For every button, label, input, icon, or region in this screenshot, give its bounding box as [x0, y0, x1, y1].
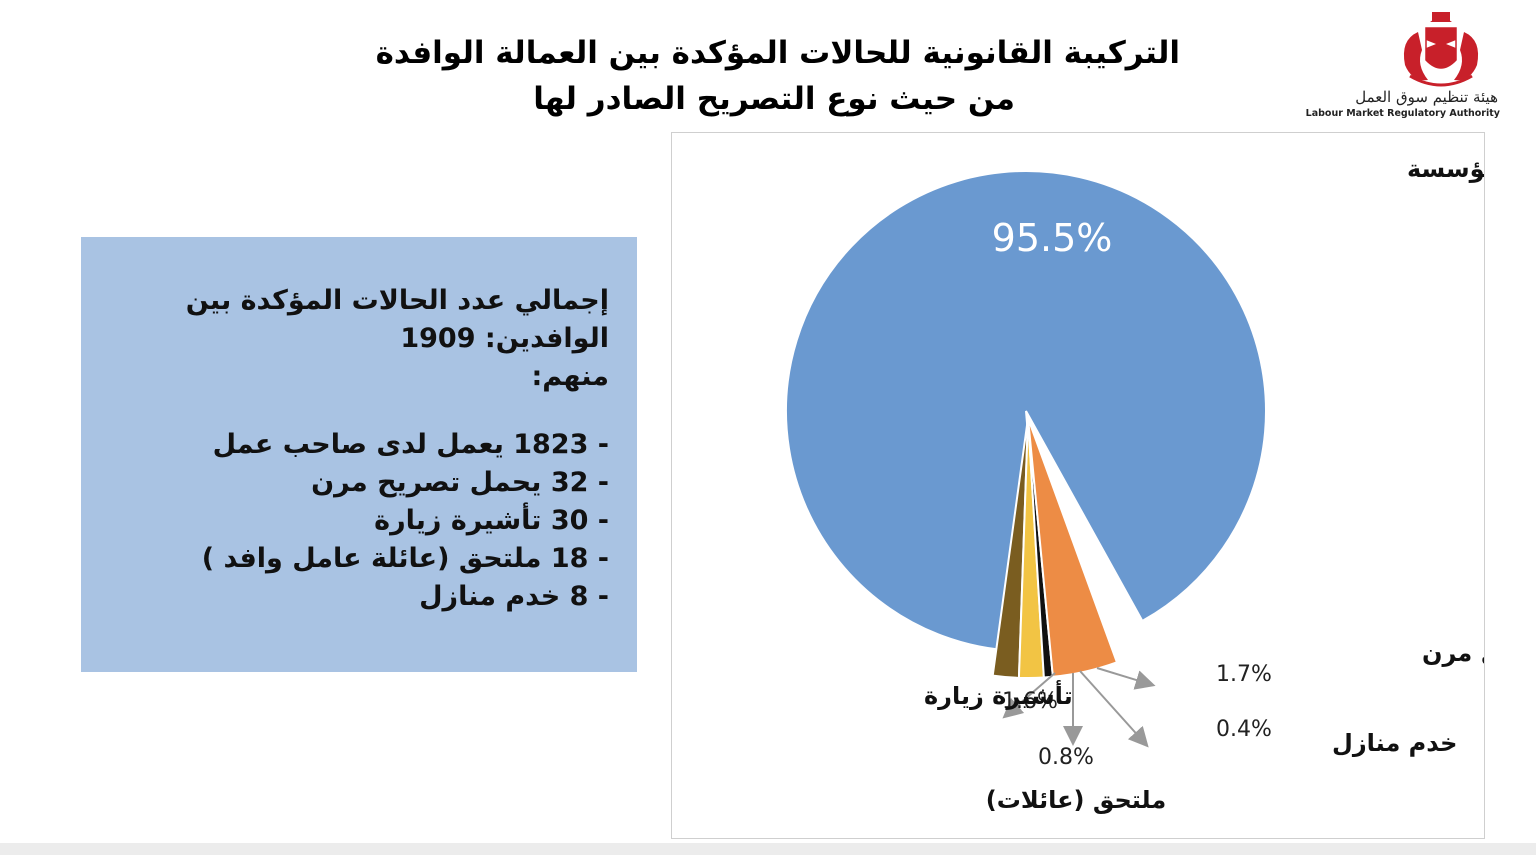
data-label-visit-visa: 1.6%	[1002, 689, 1058, 714]
summary-item: - 32 يحمل تصريح مرن	[311, 467, 609, 498]
logo-arabic-text: هيئة تنظيم سوق العمل	[1355, 88, 1498, 106]
summary-intro-1: إجمالي عدد الحالات المؤكدة بين	[185, 285, 609, 316]
leader-flexi	[1096, 667, 1156, 690]
leader-visit-visa	[1002, 672, 1056, 719]
lmra-logo: هيئة تنظيم سوق العمل Labour Market Regul…	[1306, 10, 1520, 125]
pie-chart: 95.5% يعمل لدى مؤسسة 1.7% تصريح عمل مرن 0.4%…	[785, 155, 1484, 814]
pie-slice-flexi	[1027, 417, 1119, 678]
emblem-icon	[1403, 12, 1479, 87]
data-label-main: 95.5%	[992, 216, 1113, 260]
summary-intro-3: منهم:	[531, 361, 609, 392]
logo-english-text: Labour Market Regulatory Authority	[1305, 108, 1500, 119]
title-line-2: من حيث نوع التصريح الصادر لها	[533, 81, 1015, 117]
category-label-main: يعمل لدى مؤسسة	[1407, 155, 1484, 183]
category-label-dependents: ملتحق (عائلات)	[986, 786, 1166, 814]
leader-domestic	[1079, 670, 1149, 748]
category-label-visit-visa: تأشيرة زيارة	[924, 680, 1073, 710]
pie-chart-frame: 95.5% يعمل لدى مؤسسة 1.7% تصريح عمل مرن 0.4%…	[671, 132, 1485, 839]
summary-content: إجمالي عدد الحالات المؤكدة بين الوافدين:…	[109, 282, 609, 616]
category-label-flexi: تصريح عمل مرن	[1422, 639, 1484, 667]
summary-item: - 1823 يعمل لدى صاحب عمل	[212, 429, 609, 460]
title-line-1: التركيبة القانونية للحالات المؤكدة بين ا…	[375, 35, 1180, 71]
summary-item: - 8 خدم منازل	[419, 581, 609, 612]
slide-title: التركيبة القانونية للحالات المؤكدة بين ا…	[300, 30, 1180, 122]
data-label-domestic: 0.4%	[1216, 717, 1272, 742]
summary-list: - 1823 يعمل لدى صاحب عمل - 32 يحمل تصريح…	[109, 426, 609, 616]
footer-strip	[0, 843, 1536, 855]
data-label-dependents: 0.8%	[1038, 745, 1094, 770]
summary-box: إجمالي عدد الحالات المؤكدة بين الوافدين:…	[81, 237, 637, 672]
summary-item: - 30 تأشيرة زيارة	[374, 505, 609, 536]
pie-slice-main	[785, 170, 1267, 652]
summary-intro-2: الوافدين: 1909	[400, 323, 609, 354]
category-label-domestic: خدم منازل	[1332, 729, 1457, 757]
summary-item: - 18 ملتحق (عائلة عامل وافد )	[201, 543, 609, 574]
data-label-flexi: 1.7%	[1216, 662, 1272, 687]
